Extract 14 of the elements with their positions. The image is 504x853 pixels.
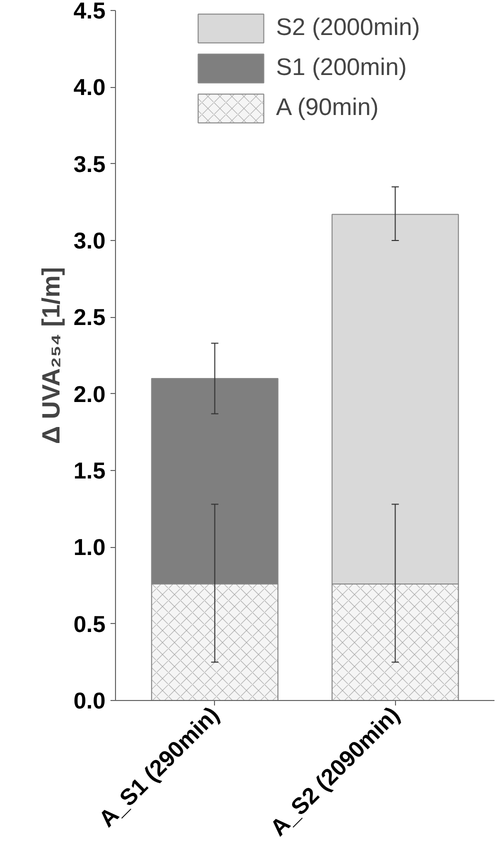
y-tick-label: 0.5 (74, 610, 106, 637)
y-tick-label: 4.0 (74, 74, 106, 100)
y-tick-label: 0.0 (74, 688, 106, 714)
y-tick-label: 1.5 (74, 458, 106, 484)
y-tick-label: 2.0 (74, 380, 106, 407)
y-tick-label: 1.0 (74, 534, 106, 560)
legend-label: S1 (200min) (276, 54, 407, 82)
legend-label: A (90min) (276, 94, 379, 122)
y-tick-label: 2.5 (74, 304, 106, 330)
y-axis-title: Δ UVA₂₅₄ [1/m] (38, 266, 66, 444)
legend-label: S2 (2000min) (276, 14, 420, 42)
y-tick-label: 3.0 (74, 228, 106, 254)
y-tick-label: 3.5 (74, 150, 106, 177)
y-tick-label: 4.5 (74, 0, 106, 24)
